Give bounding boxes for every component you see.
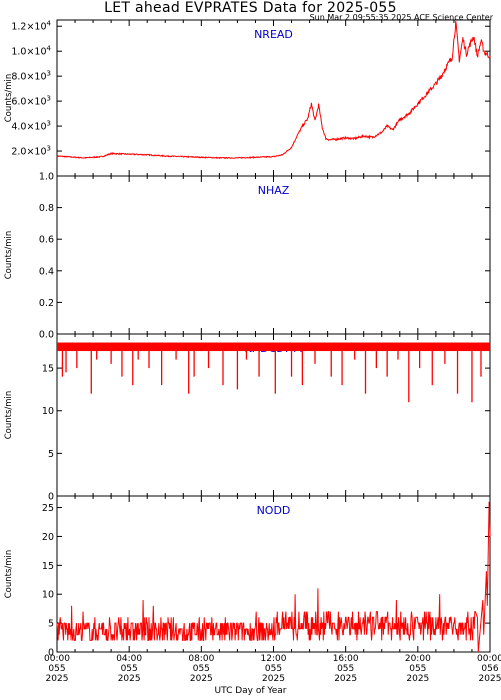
x-tick-label: 055 — [337, 664, 354, 674]
x-tick-label: 2025 — [479, 674, 501, 684]
x-axis-label: UTC Day of Year — [214, 686, 287, 696]
y-axis-label: Counts/min — [4, 550, 14, 599]
y-tick-label: 1.0×104 — [11, 45, 51, 58]
panel-title: NREAD — [254, 28, 293, 41]
x-tick-label: 2025 — [118, 674, 141, 684]
panel-frame — [56, 175, 491, 335]
y-tick-label: 0.0 — [39, 330, 54, 341]
y-tick-label: 10 — [42, 590, 54, 601]
x-tick-label: 16:00 — [333, 654, 359, 664]
timestamp-label: Sun Mar 2 09:55:35 2025 ACE Science Cent… — [309, 13, 493, 22]
y-tick-label: 0.2 — [39, 298, 54, 309]
x-tick-label: 2025 — [190, 674, 213, 684]
y-tick-label: 0.6 — [39, 235, 54, 246]
x-tick-label: 00:00 — [44, 654, 70, 664]
x-tick-label: 056 — [481, 664, 498, 674]
x-tick-label: 08:00 — [188, 654, 214, 664]
y-tick-label: 25 — [42, 503, 54, 514]
x-tick-label: 2025 — [334, 674, 357, 684]
x-tick-label: 2025 — [406, 674, 429, 684]
y-axis-label: Counts/min — [4, 231, 14, 280]
y-tick-label: 5 — [48, 449, 54, 460]
series-line — [56, 501, 491, 653]
y-axis-label: Counts/min — [4, 74, 14, 123]
chart-title: LET ahead EVPRATES Data for 2025-055 — [104, 0, 397, 16]
y-tick-label: 15 — [42, 561, 54, 572]
y-tick-label: 0.4 — [39, 266, 54, 277]
panel-nhaz: NHAZ Counts/min 0.0 0.2 0.4 0.6 0.8 1.0 — [4, 172, 491, 341]
y-tick-label: 5 — [48, 619, 54, 630]
y-tick-label: 8.0×103 — [11, 70, 51, 83]
y-tick-label: 0.8 — [39, 203, 54, 214]
x-tick-label: 00:00 — [477, 654, 501, 664]
x-tick-label: 055 — [265, 664, 282, 674]
x-tick-label: 20:00 — [405, 654, 431, 664]
x-tick-label: 055 — [409, 664, 426, 674]
panel-title: NODD — [257, 504, 291, 517]
y-tick-label: 1.2×104 — [11, 20, 51, 33]
y-tick-label: 4.0×103 — [11, 120, 51, 133]
x-tick-label: 055 — [193, 664, 210, 674]
y-tick-label: 0 — [48, 492, 54, 503]
series-line — [56, 20, 491, 160]
y-axis-label: Counts/min — [4, 391, 14, 440]
panel-nread: NREAD Counts/min 2.0×103 4.0×103 6.0×103 8.0×… — [4, 19, 491, 177]
panel-frame — [56, 19, 491, 177]
y-tick-label: 2.0×103 — [11, 145, 51, 158]
panel-title: NHAZ — [258, 184, 290, 197]
y-tick-label: 10 — [42, 406, 54, 417]
x-tick-label: 055 — [48, 664, 65, 674]
y-tick-label: 20 — [42, 532, 54, 543]
panel-nodd: NODD Counts/min 0 5 10 15 20 25 — [4, 495, 491, 659]
series-band — [57, 342, 490, 352]
x-tick-label: 055 — [121, 664, 138, 674]
x-tick-label: 2025 — [262, 674, 285, 684]
y-tick-label: 0 — [48, 648, 54, 659]
y-tick-label: 6.0×103 — [11, 95, 51, 108]
y-tick-label: 1.0 — [39, 172, 54, 183]
x-tick-label: 04:00 — [116, 654, 142, 664]
y-tick-label: 15 — [42, 364, 54, 375]
x-tick-label: 12:00 — [261, 654, 287, 664]
x-tick-label: 2025 — [46, 674, 69, 684]
